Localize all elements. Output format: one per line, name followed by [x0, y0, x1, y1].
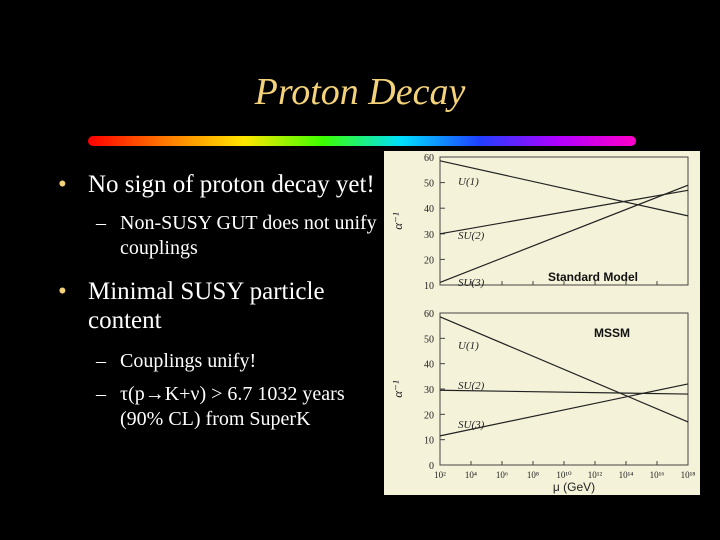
- curve-label: SU(2): [458, 230, 485, 242]
- y-tick-label: 50: [424, 179, 434, 190]
- x-axis-label: μ (GeV): [553, 480, 595, 494]
- y-axis-label: α⁻¹: [390, 212, 405, 230]
- x-tick-label: 10¹⁴: [619, 470, 634, 480]
- series-line: [439, 160, 689, 217]
- rainbow-divider: [88, 136, 636, 146]
- bullet-list: • No sign of proton decay yet! – Non-SUS…: [58, 170, 388, 432]
- dash-icon: –: [96, 383, 106, 405]
- x-tick-label: 10⁴: [465, 470, 477, 480]
- y-tick-label: 60: [424, 309, 434, 320]
- bullet-dot-icon: •: [58, 171, 67, 198]
- bullet-item: • No sign of proton decay yet!: [58, 170, 388, 199]
- y-tick-label: 20: [424, 255, 434, 266]
- x-tick-label: 10¹⁸: [681, 470, 696, 480]
- x-tick-label: 10⁸: [527, 470, 539, 480]
- curve-label: SU(3): [458, 277, 485, 289]
- curve-label: U(1): [458, 176, 479, 188]
- panel-title: Standard Model: [548, 270, 638, 284]
- sub-bullet-item: – Couplings unify!: [58, 349, 388, 374]
- sub-bullet-item: – Non-SUSY GUT does not unify couplings: [58, 211, 388, 261]
- curve-label: U(1): [458, 340, 479, 352]
- y-axis-label: α⁻¹: [390, 380, 405, 398]
- x-tick-label: 10²: [434, 470, 446, 480]
- series-line: [439, 389, 689, 395]
- series-line: [439, 316, 689, 423]
- series-line: [439, 184, 689, 283]
- sub-bullet-text: Couplings unify!: [120, 350, 257, 372]
- bullet-dot-icon: •: [58, 278, 67, 305]
- dash-icon: –: [96, 212, 106, 234]
- y-tick-label: 30: [424, 230, 434, 241]
- x-tick-label: 10¹²: [588, 470, 603, 480]
- sub-bullet-text: τ(p→K+ν) > 6.7 1032 years (90% CL) from …: [120, 383, 345, 430]
- x-tick-label: 10⁶: [496, 470, 508, 480]
- y-tick-label: 50: [424, 334, 434, 345]
- series-line: [439, 189, 689, 235]
- bullet-item: • Minimal SUSY particle content: [58, 277, 388, 335]
- y-tick-label: 20: [424, 410, 434, 421]
- bullet-text: No sign of proton decay yet!: [88, 171, 375, 198]
- y-tick-label: 40: [424, 360, 434, 371]
- y-tick-label: 60: [424, 153, 434, 164]
- x-tick-label: 10¹⁰: [556, 470, 572, 480]
- y-tick-label: 10: [424, 436, 434, 447]
- coupling-unification-figure: 60 50 40 30 20 10 U(1) SU(2) SU(3) Standard Model…: [384, 151, 700, 495]
- y-tick-label: 30: [424, 385, 434, 396]
- curve-label: SU(3): [458, 419, 485, 431]
- series-line: [439, 383, 689, 437]
- y-tick-label: 0: [429, 461, 434, 472]
- bullet-text: Minimal SUSY particle content: [88, 278, 325, 334]
- slide-title: Proton Decay: [254, 71, 466, 113]
- sub-bullet-text: Non-SUSY GUT does not unify couplings: [120, 212, 377, 259]
- curve-label: SU(2): [458, 380, 485, 392]
- panel-title: MSSM: [594, 326, 630, 340]
- dash-icon: –: [96, 350, 106, 372]
- x-tick-label: 10¹⁶: [650, 470, 665, 480]
- y-tick-label: 10: [424, 281, 434, 292]
- y-tick-label: 40: [424, 204, 434, 215]
- sub-bullet-item: – τ(p→K+ν) > 6.7 1032 years (90% CL) fro…: [58, 382, 388, 432]
- chart-svg: 60 50 40 30 20 10 U(1) SU(2) SU(3) Standard Model…: [390, 153, 696, 494]
